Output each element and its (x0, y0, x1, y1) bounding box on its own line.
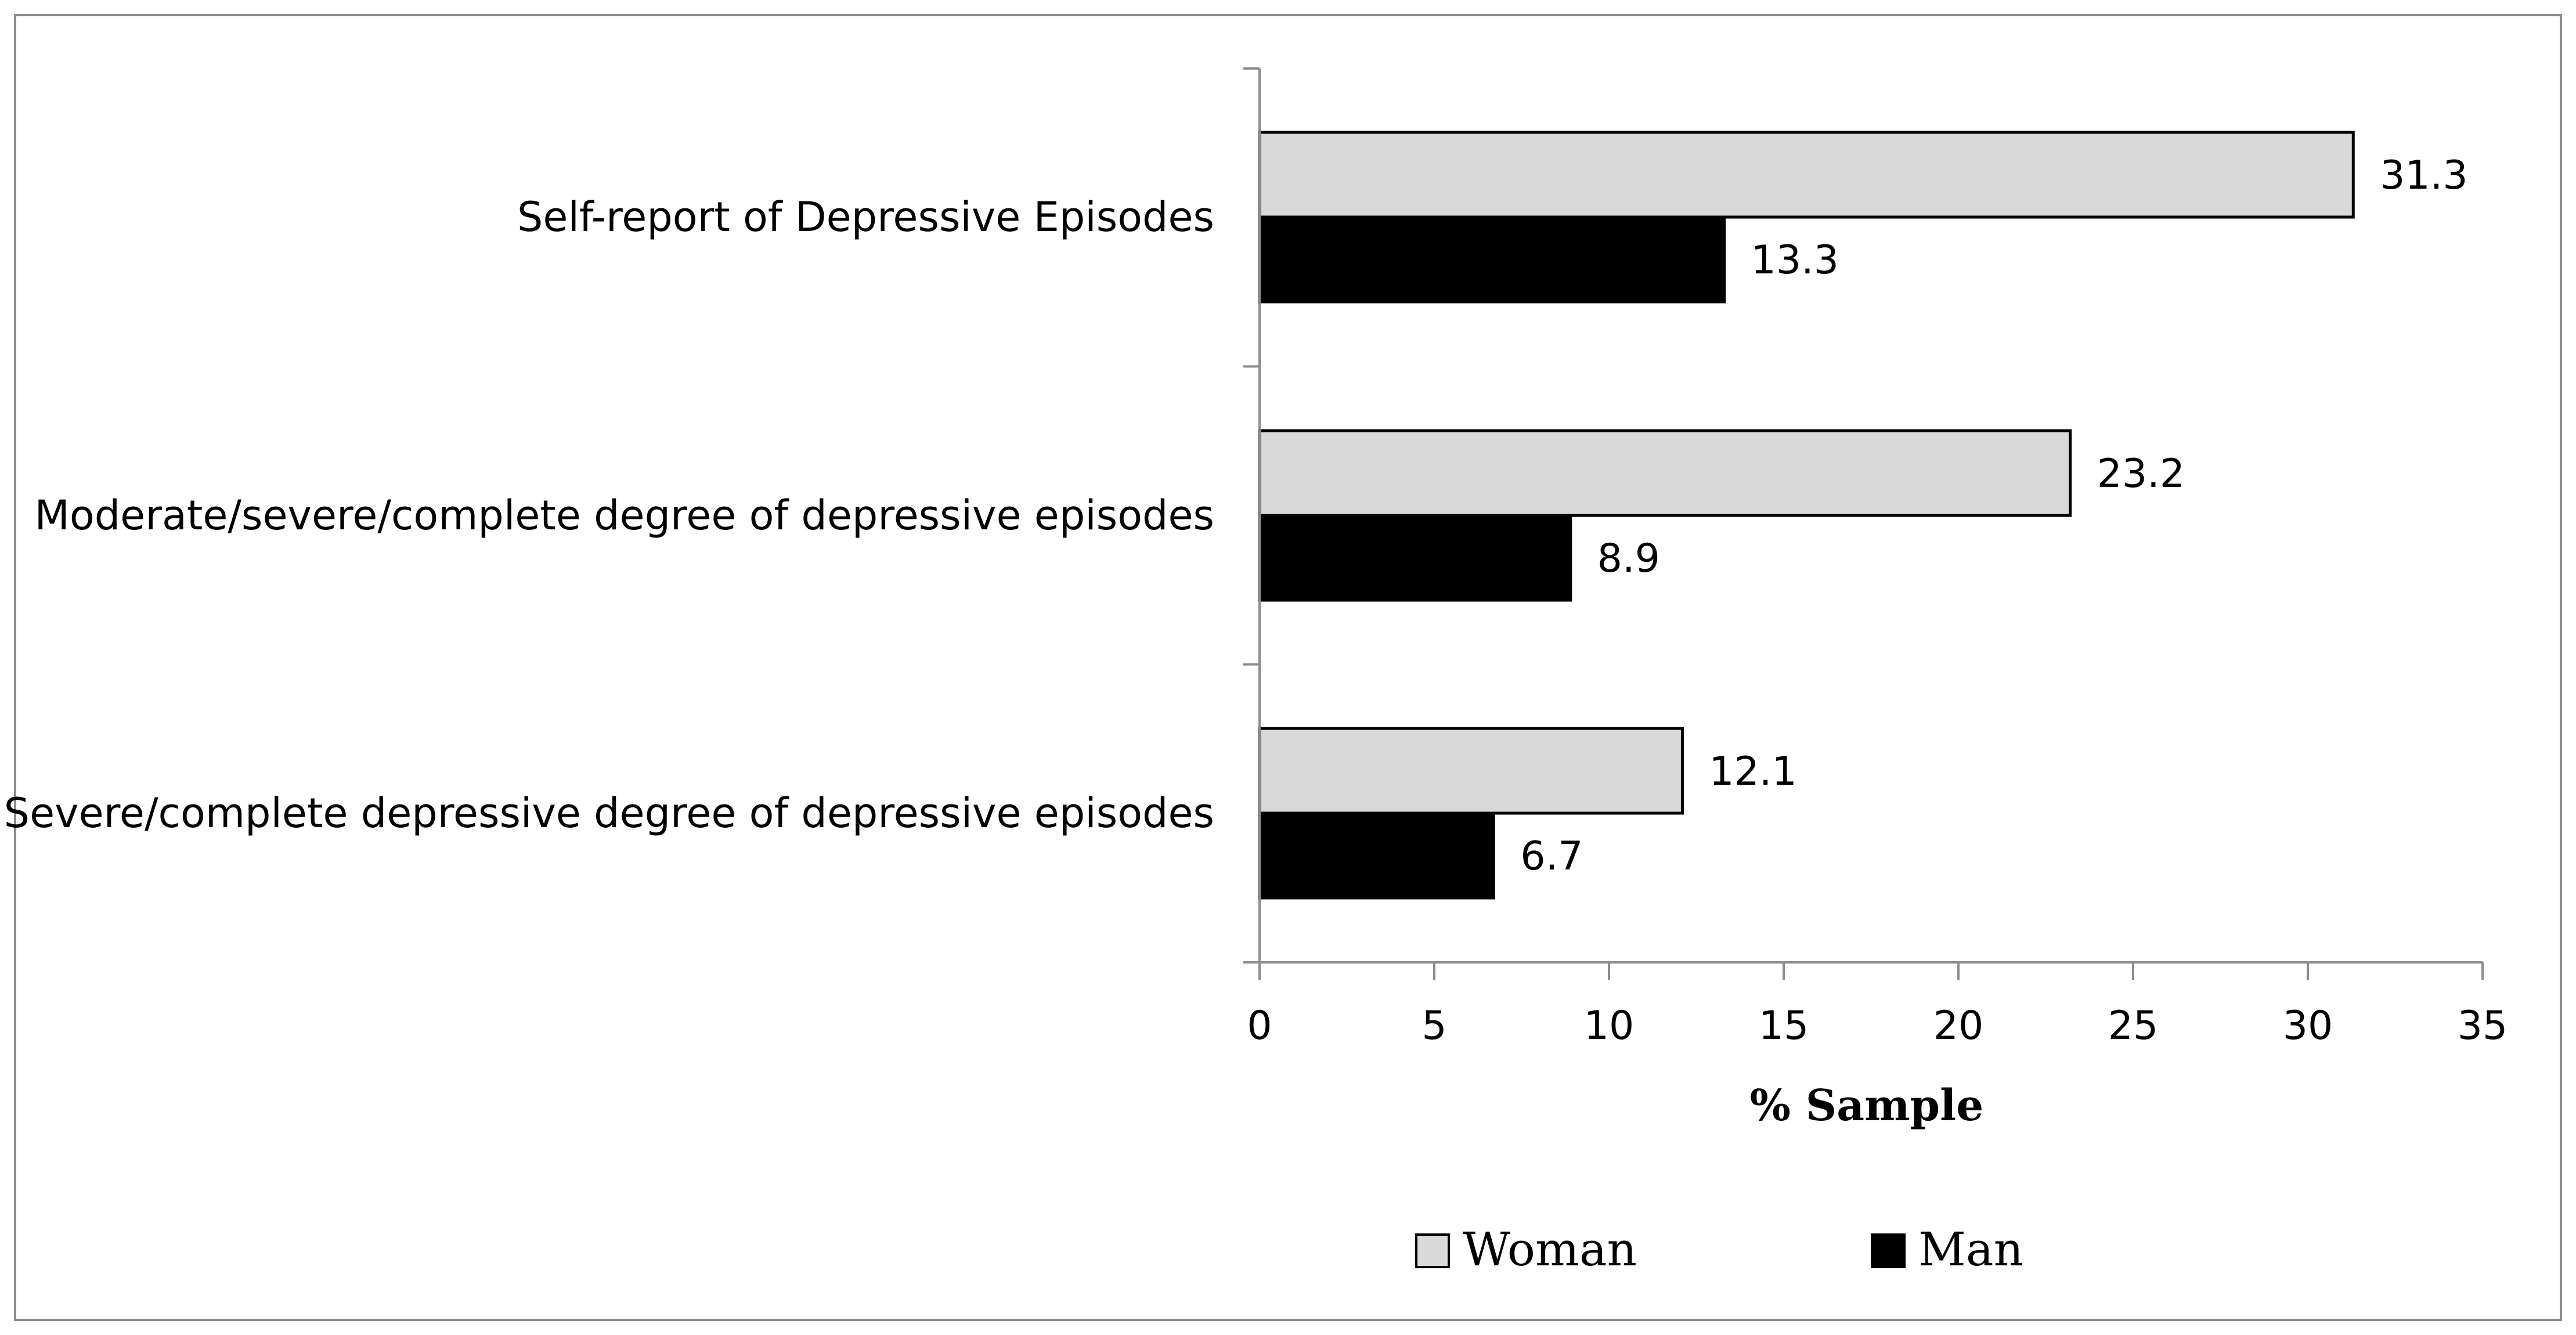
legend-label-man: Man (1918, 1222, 2023, 1276)
legend-swatch-woman (1415, 1233, 1450, 1268)
category-label-3: Severe/complete depressive degree of dep… (4, 789, 1214, 837)
category-label-1: Self-report of Depressive Episodes (517, 193, 1214, 241)
data-label-man-2: 8.9 (1597, 536, 1660, 582)
bar-woman-2 (1258, 429, 2072, 517)
bar-woman-3 (1258, 727, 1684, 815)
x-tick-label-0: 0 (1247, 1003, 1272, 1049)
bar-man-2 (1258, 514, 1572, 602)
data-label-woman-1: 31.3 (2380, 153, 2467, 199)
legend-swatch-man (1871, 1233, 1906, 1268)
category-label-2: Moderate/severe/complete degree of depre… (35, 492, 1215, 539)
x-axis-title: % Sample (1750, 1081, 1984, 1131)
x-tick-label-5: 5 (1422, 1003, 1446, 1049)
data-label-man-3: 6.7 (1520, 834, 1583, 879)
bar-woman-1 (1258, 131, 2355, 219)
legend: Woman Man (1415, 1222, 2023, 1276)
bar-man-1 (1258, 215, 1726, 304)
x-tick-label-15: 15 (1759, 1003, 1809, 1049)
x-tick-label-10: 10 (1584, 1003, 1635, 1049)
data-label-woman-2: 23.2 (2097, 451, 2185, 497)
axes: Self-report of Depressive Episodes Modera… (4, 67, 2508, 1049)
x-tick-label-35: 35 (2458, 1003, 2508, 1049)
x-tick-label-20: 20 (1933, 1003, 1984, 1049)
data-label-man-1: 13.3 (1751, 237, 1839, 283)
data-label-woman-3: 12.1 (1709, 749, 1796, 795)
legend-label-woman: Woman (1463, 1222, 1637, 1276)
x-tick-label-25: 25 (2108, 1003, 2159, 1049)
x-tick-label-30: 30 (2283, 1003, 2333, 1049)
bar-man-3 (1258, 811, 1495, 900)
plot-area: 31.3 23.2 12.1 13.3 8.9 6.7 (1258, 131, 2468, 900)
